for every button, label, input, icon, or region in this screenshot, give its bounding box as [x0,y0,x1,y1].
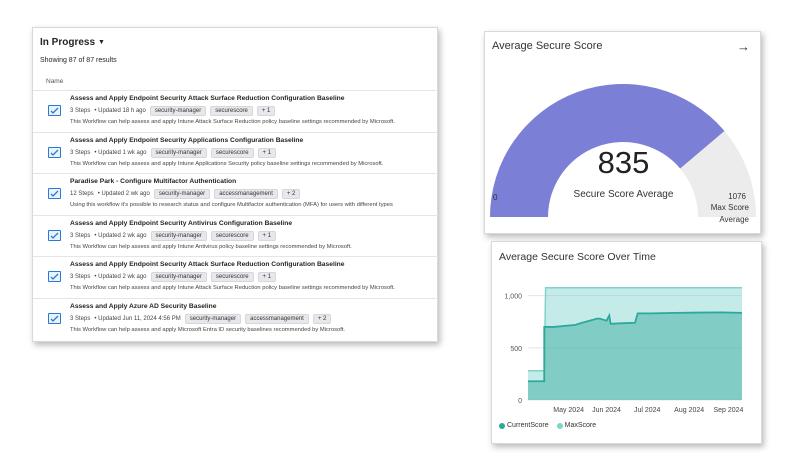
gauge-value: 835 [597,145,650,180]
chart-title: Average Secure Score Over Time [499,251,656,263]
area-chart: 0 500 1,000 May 2024 Jun 2024 Jul 2024 Aug 202… [504,286,744,414]
legend-label: CurrentScore [507,422,549,429]
workflow-updated: • Updated Jun 11, 2024 4:56 PM [94,315,181,322]
x-tick-label: Sep 2024 [713,407,743,414]
series-line-currentscore [528,311,743,383]
caret-down-icon: ▼ [98,39,105,46]
workflow-tag[interactable]: securescore [210,106,253,116]
workflow-description: This Workflow can help assess and apply … [70,326,346,333]
workflow-description: Using this workflow it's possible to res… [70,202,393,208]
y-tick-label: 0 [518,398,522,405]
workflow-tag[interactable]: security-manager [150,230,207,241]
workflow-icon [48,146,61,158]
workflow-tag[interactable]: + 1 [257,147,277,158]
workflow-updated: • Updated 2 wk ago [94,232,147,239]
workflow-title[interactable]: Assess and Apply Endpoint Security Attac… [70,95,345,102]
workflow-steps: 3 Steps [70,108,91,114]
y-tick-label: 1,000 [504,294,522,301]
workflow-updated: • Updated 1 wk ago [94,149,147,156]
workflow-tag[interactable]: securescore [210,147,254,158]
workflow-icon [48,229,61,241]
workflow-title[interactable]: Assess and Apply Endpoint Security Attac… [70,261,345,268]
status-filter-label: In Progress [40,37,96,48]
workflow-tag[interactable]: securescore [210,272,254,282]
legend-item[interactable]: MaxScore [556,422,597,429]
average-secure-score-card: Average Secure Score → 835 Secure Score … [484,31,761,234]
workflow-row[interactable]: Assess and Apply Endpoint Security Attac… [33,91,438,133]
legend-label: MaxScore [564,422,597,429]
workflow-tag[interactable]: securescore [210,230,254,241]
status-filter-dropdown[interactable]: In Progress ▼ [40,37,105,48]
gauge-max-label: 1076 [728,192,746,201]
workflow-icon [48,188,61,199]
workflow-row[interactable]: Assess and Apply Endpoint Security Antiv… [33,216,438,257]
workflow-steps: 3 Steps [70,274,91,280]
workflow-icon [48,271,61,282]
workflow-steps: 3 Steps [70,232,91,239]
workflow-row[interactable]: Assess and Apply Endpoint Security Attac… [33,257,438,299]
gauge-label: Secure Score Average [573,189,674,200]
workflow-tag[interactable]: security-manager [150,272,207,282]
workflow-row[interactable]: Assess and Apply Azure AD Security Basel… [33,299,438,341]
workflow-row[interactable]: Paradise Park - Configure Multifactor Au… [33,174,438,216]
workflow-icon [48,312,61,324]
workflow-meta: 3 Steps • Updated Jun 11, 2024 4:56 PM sec… [70,313,332,324]
y-tick-label: 500 [510,346,522,353]
workflow-meta: 3 Steps • Updated 2 wk ago security-manage… [70,230,277,241]
workflow-tag[interactable]: + 1 [256,106,276,116]
workflow-steps: 3 Steps [70,149,91,156]
workflow-tag[interactable]: security-manager [184,313,242,324]
gauge-chart [490,84,756,217]
workflow-description: This Workflow can help assess and apply … [70,285,396,291]
workflow-meta: 3 Steps • Updated 1 wk ago security-manage… [70,147,277,158]
workflow-title[interactable]: Assess and Apply Endpoint Security Appli… [70,136,304,144]
x-tick-label: Jul 2024 [634,407,661,414]
workflow-title[interactable]: Paradise Park - Configure Multifactor Au… [70,178,237,185]
workflow-description: This Workflow can help assess and apply … [70,243,352,250]
workflow-tag[interactable]: + 2 [312,313,332,324]
legend-dot-icon [556,422,563,429]
secure-score-over-time-card: Average Secure Score Over Time 0 500 1,000… [491,241,762,444]
workflow-tag[interactable]: accessmanagement [245,313,309,324]
arrow-right-icon[interactable]: → [737,39,750,54]
workflow-tag[interactable]: accessmanagement [214,189,278,199]
workflow-meta: 3 Steps • Updated 18 h ago security-manage… [70,106,276,116]
workflow-description: This Workflow can help assess and apply … [70,160,384,167]
gauge-fill [490,84,725,217]
series-area-currentscore [528,312,742,400]
gauge-max-caption: Max Score Average [710,203,749,224]
gauge-min-label: 0 [493,193,498,202]
workflow-updated: • Updated 18 h ago [94,108,146,114]
workflow-tag[interactable]: + 1 [257,230,277,241]
workflow-list: Assess and Apply Endpoint Security Attac… [33,90,438,340]
workflow-tag[interactable]: security-manager [150,147,207,158]
workflow-steps: 12 Steps [70,191,94,197]
workflow-updated: • Updated 2 wk ago [97,191,150,197]
workflow-icon [48,105,61,116]
workflow-updated: • Updated 2 wk ago [94,274,147,280]
legend-dot-icon [499,422,505,429]
workflow-title[interactable]: Assess and Apply Azure AD Security Basel… [70,302,217,310]
workflow-meta: 3 Steps • Updated 2 wk ago security-manage… [70,272,277,282]
column-header-name[interactable]: Name [46,78,64,85]
workflow-tag[interactable]: security-manager [153,189,211,199]
workflow-tag[interactable]: security-manager [149,106,207,116]
workflow-tag[interactable]: + 1 [257,272,277,282]
workflow-row[interactable]: Assess and Apply Endpoint Security Appli… [33,133,438,174]
x-tick-label: Aug 2024 [674,407,704,414]
workflow-tag[interactable]: + 2 [281,189,301,199]
x-tick-label: Jun 2024 [592,407,621,414]
workflow-title[interactable]: Assess and Apply Endpoint Security Antiv… [70,219,293,227]
workflow-description: This Workflow can help assess and apply … [70,119,396,125]
gauge-card-title: Average Secure Score [492,40,603,52]
workflow-list-panel: In Progress ▼ Showing 87 of 87 results N… [32,27,438,342]
legend-item[interactable]: CurrentScore [499,422,549,429]
results-count: Showing 87 of 87 results [40,57,117,64]
workflow-meta: 12 Steps • Updated 2 wk ago security-manag… [70,189,301,199]
workflow-steps: 3 Steps [70,315,91,322]
x-tick-label: May 2024 [553,407,584,414]
series-area-maxscore [528,287,742,400]
chart-legend: CurrentScore MaxScore [499,422,596,429]
